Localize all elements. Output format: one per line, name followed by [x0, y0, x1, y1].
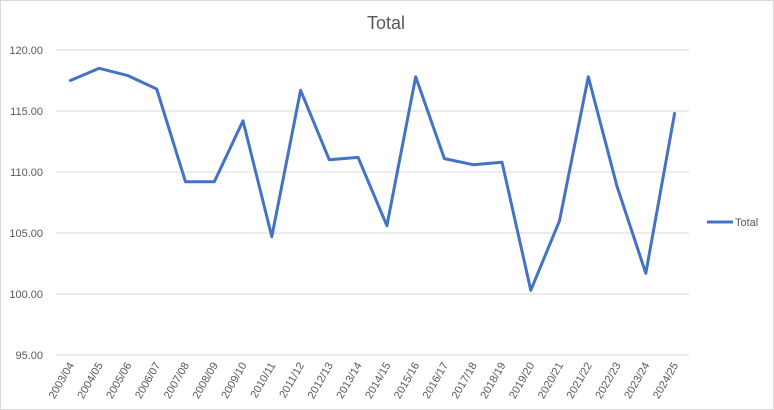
x-tick-label: 2010/11	[249, 361, 279, 401]
data-point	[299, 89, 302, 92]
legend[interactable]: Total	[707, 217, 758, 229]
x-tick-label: 2012/13	[306, 361, 336, 401]
x-tick-label: 2021/22	[565, 361, 595, 401]
y-tick-label: 95.00	[15, 350, 43, 362]
data-point	[529, 289, 532, 292]
data-point	[644, 272, 648, 275]
x-tick-label: 2005/06	[104, 361, 134, 401]
data-point	[270, 235, 273, 238]
x-tick-label: 2007/08	[162, 361, 192, 401]
data-point	[97, 67, 101, 70]
series-layer	[68, 66, 677, 292]
data-point	[615, 185, 619, 188]
data-point	[356, 156, 360, 159]
data-point	[472, 163, 475, 166]
x-tick-label: 2006/07	[133, 361, 163, 401]
data-point	[414, 75, 417, 79]
x-tick-label: 2019/20	[507, 361, 537, 401]
data-point	[443, 157, 446, 160]
x-tick-label: 2014/15	[363, 361, 393, 401]
y-tick-label: 120.00	[9, 45, 43, 57]
data-point	[673, 112, 676, 115]
x-tick-label: 2003/04	[47, 361, 77, 401]
x-tick-label: 2004/05	[75, 361, 105, 401]
y-tick-label: 100.00	[9, 289, 43, 301]
data-point	[126, 74, 130, 77]
x-tick-label: 2023/24	[622, 361, 652, 401]
data-point	[558, 219, 561, 222]
y-tick-label: 110.00	[10, 167, 43, 179]
data-point	[241, 119, 245, 122]
data-point	[587, 75, 590, 79]
x-tick-label: 2022/23	[593, 361, 623, 401]
data-point	[69, 79, 72, 82]
data-point	[328, 158, 331, 161]
y-tick-label: 105.00	[9, 228, 43, 240]
y-tick-label: 115.00	[10, 106, 43, 118]
data-point	[500, 161, 504, 164]
x-tick-label: 2016/17	[421, 361, 451, 401]
x-tick-label: 2011/12	[277, 361, 307, 401]
x-tick-label: 2018/19	[478, 361, 508, 401]
data-point	[385, 224, 389, 227]
data-point	[155, 87, 158, 91]
x-tick-label: 2024/25	[651, 361, 681, 401]
chart-title: Total	[367, 13, 405, 33]
x-tick-label: 2015/16	[392, 361, 422, 401]
x-tick-label: 2017/18	[450, 361, 480, 401]
x-tick-label: 2020/21	[536, 361, 566, 401]
y-axis-ticks: 95.00 100.00 105.00 110.00 115.00 120.00	[9, 45, 43, 362]
x-tick-label: 2009/10	[219, 361, 249, 401]
x-tick-label: 2008/09	[191, 361, 221, 401]
x-axis-ticks: 2003/042004/052005/062006/072007/082008/…	[47, 361, 682, 401]
data-point	[213, 180, 216, 183]
legend-label: Total	[735, 217, 758, 229]
x-tick-label: 2013/14	[334, 361, 364, 401]
data-point	[184, 180, 187, 183]
series-line-total	[68, 66, 677, 292]
gridlines	[56, 49, 689, 356]
